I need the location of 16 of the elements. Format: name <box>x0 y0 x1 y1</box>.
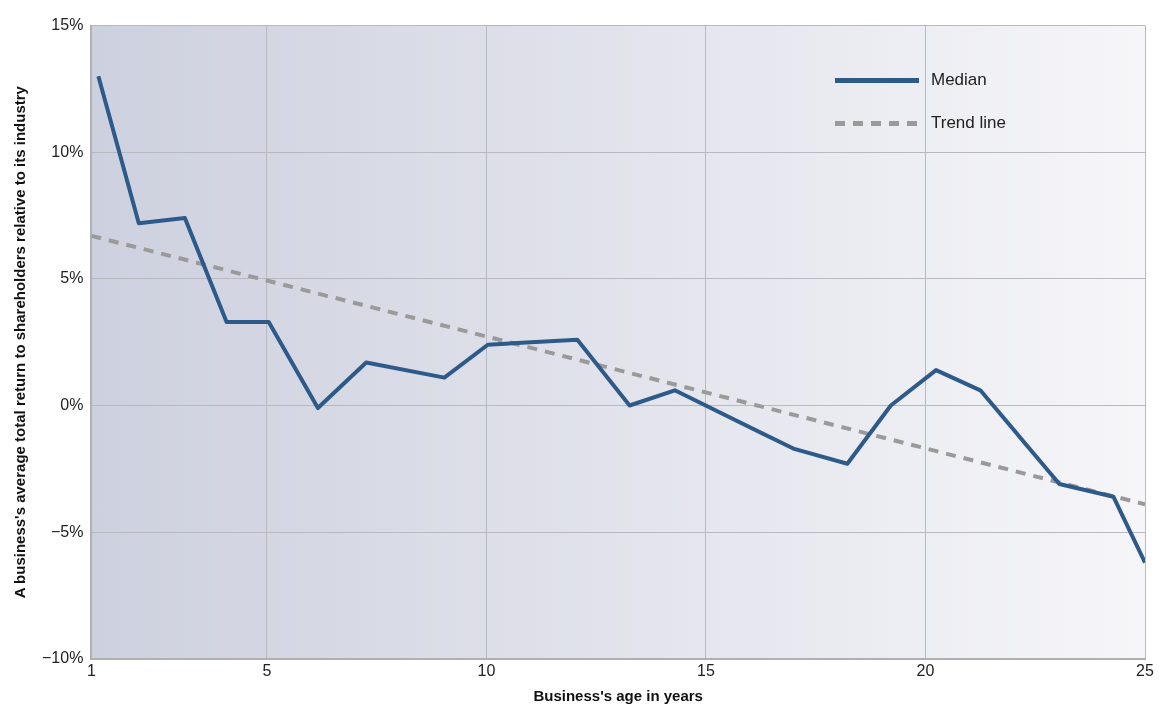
legend-label: Trend line <box>931 113 1006 133</box>
x-tick-label: 5 <box>262 661 272 679</box>
x-axis-title: Business's age in years <box>533 687 703 705</box>
x-tick-label: 10 <box>477 661 496 679</box>
y-tick-label: 10% <box>51 142 84 160</box>
y-tick-label: −10% <box>41 649 84 667</box>
y-tick-label: 15% <box>51 16 84 34</box>
y-tick-label: 0% <box>60 395 84 413</box>
x-tick-label: 1 <box>86 661 96 679</box>
y-tick-label: −5% <box>50 522 84 540</box>
legend-label: Median <box>931 70 987 90</box>
x-tick-label: 15 <box>697 661 715 679</box>
y-tick-label: 5% <box>60 269 84 287</box>
x-tick-label: 20 <box>916 661 935 679</box>
x-tick-label: 25 <box>1136 661 1154 679</box>
y-axis-title: A business's average total return to shareholders relative to its industry <box>11 85 29 599</box>
